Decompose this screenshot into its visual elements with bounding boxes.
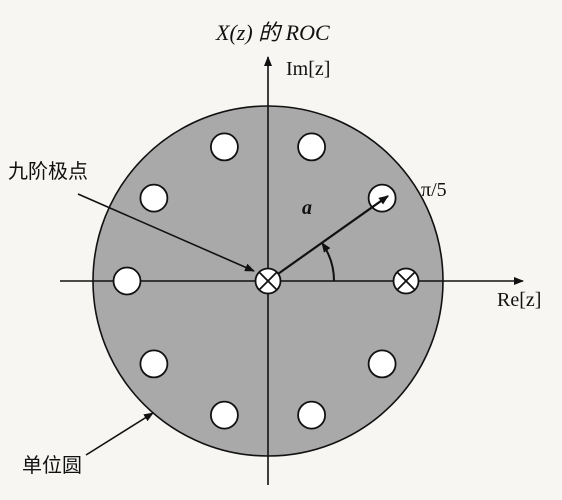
zero-marker	[139, 183, 169, 213]
unit-circle-callout-arrow	[85, 412, 154, 456]
pole-order-label: 九阶极点	[8, 159, 88, 183]
radius-vector	[267, 195, 389, 282]
radius-label: a	[302, 197, 312, 219]
pole-callout-arrow	[77, 193, 255, 272]
zero-marker	[367, 349, 397, 379]
pole-real-axis	[392, 267, 420, 295]
zero-marker	[112, 266, 142, 296]
zero-marker	[139, 349, 169, 379]
zero-marker	[209, 132, 239, 162]
zero-marker	[297, 132, 327, 162]
pole-origin	[254, 267, 282, 295]
angle-label: π/5	[421, 179, 447, 201]
zero-marker	[297, 400, 327, 430]
unit-circle-label: 单位圆	[22, 453, 82, 477]
roc-title: X(z) 的 ROC	[215, 20, 330, 45]
imag-axis-label: Im[z]	[286, 58, 330, 80]
zero-marker	[209, 400, 239, 430]
angle-arc	[321, 242, 336, 282]
real-axis-label: Re[z]	[497, 289, 541, 311]
